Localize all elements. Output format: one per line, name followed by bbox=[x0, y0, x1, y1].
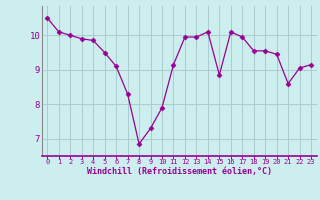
X-axis label: Windchill (Refroidissement éolien,°C): Windchill (Refroidissement éolien,°C) bbox=[87, 167, 272, 176]
